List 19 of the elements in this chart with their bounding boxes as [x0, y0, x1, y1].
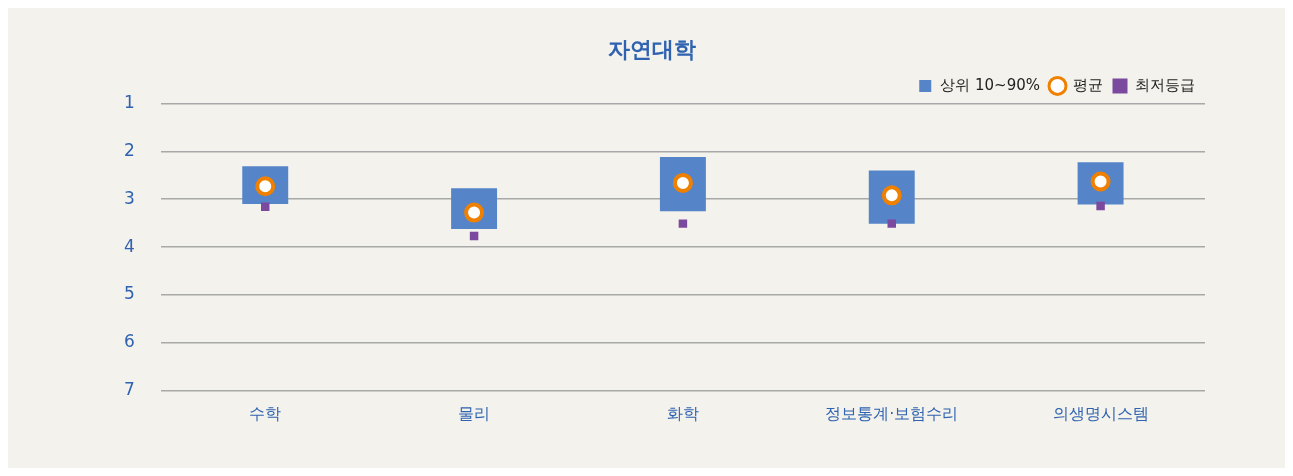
x-tick-label: 화학: [666, 403, 699, 423]
x-tick-label: 정보통계·보험수리: [825, 403, 959, 423]
legend-label: 상위 10~90%: [940, 75, 1040, 94]
y-tick-label: 3: [123, 187, 135, 208]
y-tick-label: 1: [123, 91, 135, 112]
point: [678, 219, 688, 228]
x-tick-label: 의생명시스템: [1052, 403, 1149, 423]
y-tick-label: 2: [123, 139, 135, 160]
y-tick-label: 4: [123, 235, 135, 256]
x-tick-label: 수학: [249, 403, 282, 423]
legend-label: 평균: [1072, 75, 1103, 94]
point: [887, 219, 896, 228]
y-tick-label: 7: [123, 379, 135, 400]
point: [1096, 201, 1105, 211]
legend-label: 최저등급: [1135, 75, 1195, 94]
chart-title: 자연대학: [607, 36, 696, 62]
x-tick-label: 물리: [458, 403, 491, 423]
y-tick-label: 5: [123, 283, 135, 304]
y-tick-label: 6: [123, 331, 135, 352]
